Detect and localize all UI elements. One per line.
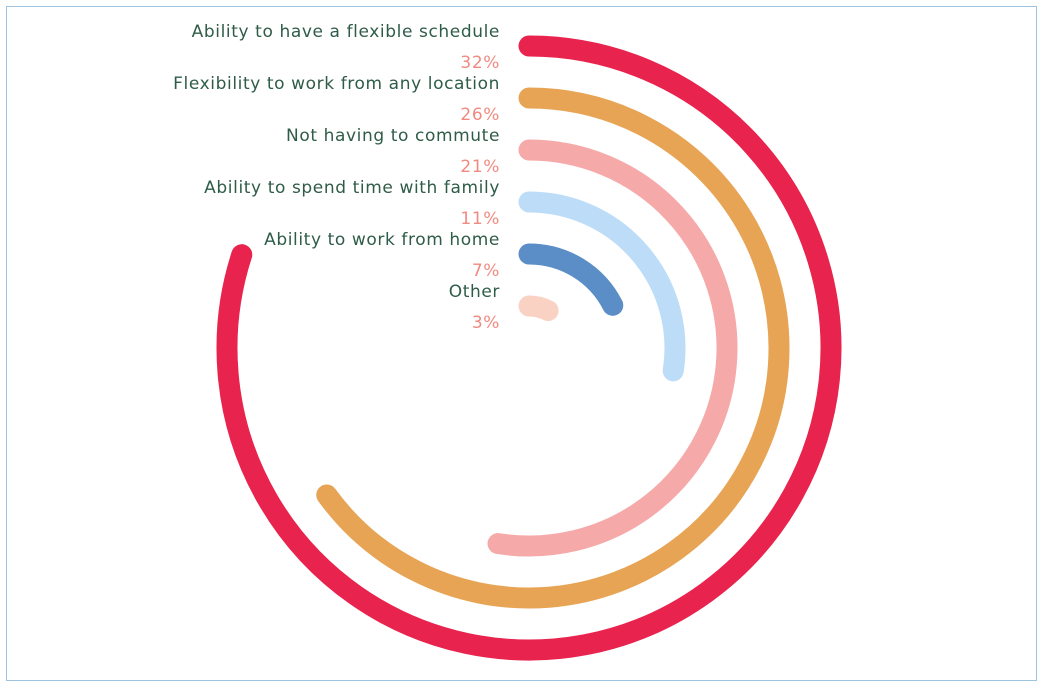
value-label-3: 21%: [460, 157, 500, 177]
arc-group: [216, 35, 842, 661]
arc-5: [518, 243, 624, 316]
label-group: Ability to have a flexible schedule 32%Fl…: [173, 22, 500, 333]
chart-frame: [6, 6, 1037, 681]
category-label-5: Ability to work from home: [264, 230, 500, 250]
value-label-5: 7%: [472, 261, 500, 281]
arc-4: [518, 191, 686, 382]
category-label-1: Ability to have a flexible schedule: [192, 22, 500, 42]
category-label-6: Other: [449, 282, 500, 302]
value-label-2: 26%: [460, 105, 500, 125]
arc-2: [316, 87, 790, 609]
value-label-1: 32%: [460, 53, 500, 73]
arc-1: [216, 35, 842, 661]
value-label-6: 3%: [472, 313, 500, 333]
arc-3: [487, 139, 738, 557]
category-label-4: Ability to spend time with family: [204, 178, 500, 198]
category-label-2: Flexibility to work from any location: [173, 74, 500, 94]
arc-6: [518, 295, 559, 322]
value-label-4: 11%: [460, 209, 500, 229]
category-label-3: Not having to commute: [286, 126, 500, 146]
